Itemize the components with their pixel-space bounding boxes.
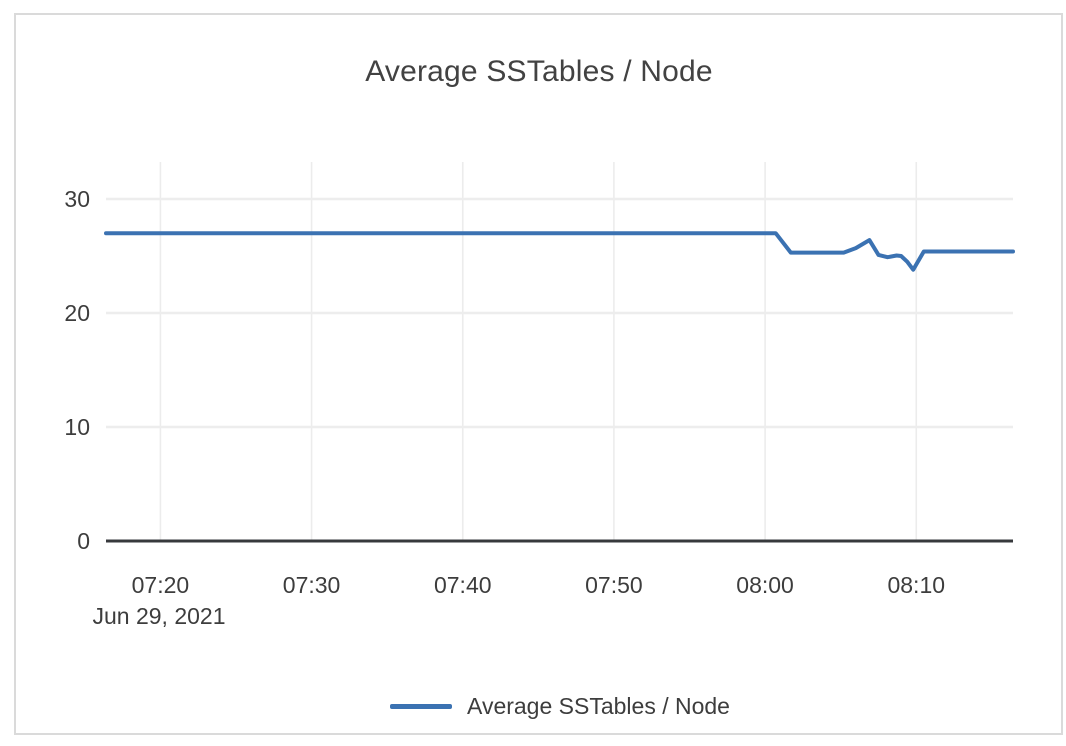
chart-card bbox=[14, 13, 1063, 735]
gridlines bbox=[106, 162, 1013, 541]
legend: Average SSTables / Node bbox=[0, 693, 1066, 720]
legend-item-average-sstables[interactable]: Average SSTables / Node bbox=[390, 693, 730, 720]
x-tick-label: 07:40 bbox=[434, 572, 492, 598]
x-tick-label: 08:00 bbox=[736, 572, 794, 598]
x-axis-date-label: Jun 29, 2021 bbox=[92, 603, 225, 629]
x-tick-label: 07:20 bbox=[132, 572, 190, 598]
y-tick-label: 30 bbox=[64, 186, 90, 212]
x-tick-label: 07:50 bbox=[585, 572, 643, 598]
x-tick-label: 07:30 bbox=[283, 572, 341, 598]
chart-title: Average SSTables / Node bbox=[365, 55, 713, 88]
tick-labels: 07:20 07:30 07:40 07:50 08:00 08:10 0 10 20 30 bbox=[64, 186, 945, 598]
y-tick-label: 0 bbox=[77, 528, 90, 554]
series-lines bbox=[104, 231, 1015, 272]
legend-line-icon bbox=[390, 704, 453, 709]
y-tick-label: 10 bbox=[64, 414, 90, 440]
legend-label: Average SSTables / Node bbox=[467, 693, 730, 719]
y-tick-label: 20 bbox=[64, 300, 90, 326]
x-tick-label: 08:10 bbox=[887, 572, 945, 598]
series-line-average-sstables bbox=[104, 231, 1015, 272]
